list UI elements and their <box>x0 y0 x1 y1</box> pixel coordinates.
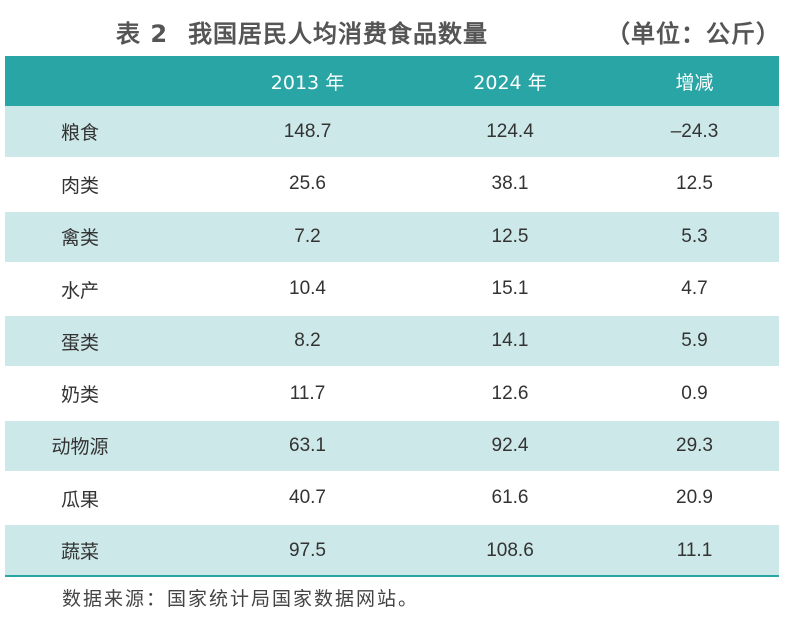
header-2013: 2013 年 <box>270 71 345 94</box>
header-category <box>5 56 205 106</box>
row-value-2024: 14.1 <box>491 330 529 352</box>
table-row: 奶类 11.7 12.6 0.9 <box>5 367 779 420</box>
table-header-row: 2013 年 2024 年 增减 <box>5 56 779 106</box>
table-row: 水产 10.4 15.1 4.7 <box>5 262 779 316</box>
row-value-2013: 97.5 <box>289 539 326 561</box>
table-row: 蛋类 8.2 14.1 5.9 <box>5 315 779 368</box>
row-value-2024: 108.6 <box>486 539 534 561</box>
consumption-table: 2013 年 2024 年 增减 粮食 148.7 124.4 –24.3 肉类 25.6… <box>5 56 779 578</box>
row-category: 肉类 <box>60 174 99 197</box>
row-value-2013: 8.2 <box>294 330 321 352</box>
table-row: 蔬菜 97.5 108.6 11.1 <box>5 524 779 577</box>
header-2024: 2024 年 <box>473 71 547 94</box>
row-value-2013: 7.2 <box>294 225 321 247</box>
row-value-change: 12.5 <box>676 173 713 195</box>
row-value-2024: 12.6 <box>491 382 529 404</box>
row-value-change: 5.3 <box>681 225 708 247</box>
table-title-text: 我国居民人均消费食品数量 <box>188 20 489 48</box>
table-unit: （单位：公斤） <box>606 20 781 48</box>
row-value-2013: 148.7 <box>283 120 332 142</box>
row-value-2013: 63.1 <box>289 434 326 456</box>
row-value-change: 20.9 <box>676 487 713 509</box>
row-value-change: –24.3 <box>670 120 719 142</box>
row-category: 禽类 <box>60 227 99 250</box>
table-title: 表 2 我国居民人均消费食品数量 <box>116 14 488 49</box>
row-category: 动物源 <box>51 436 109 459</box>
row-value-2024: 38.1 <box>491 173 529 195</box>
row-value-2024: 61.6 <box>491 487 529 509</box>
data-source-note: 数据来源：国家统计局国家数据网站。 <box>62 588 420 610</box>
row-value-2024: 92.4 <box>491 434 529 456</box>
row-value-2024: 124.4 <box>486 120 534 142</box>
table-row: 瓜果 40.7 61.6 20.9 <box>5 472 779 525</box>
header-change: 增减 <box>675 71 714 94</box>
row-value-change: 0.9 <box>681 382 708 404</box>
table-number: 表 2 <box>116 20 169 48</box>
row-value-2013: 11.7 <box>289 382 326 404</box>
table-row: 动物源 63.1 92.4 29.3 <box>5 419 779 473</box>
table-body: 粮食 148.7 124.4 –24.3 肉类 25.6 38.1 12.5 禽类 7.2 12.5… <box>5 106 779 577</box>
row-category: 水产 <box>60 279 99 302</box>
row-value-2013: 25.6 <box>289 173 326 195</box>
row-value-change: 11.1 <box>676 539 713 561</box>
row-value-2013: 40.7 <box>289 487 326 509</box>
row-category: 蛋类 <box>60 331 99 354</box>
table-bottom-rule <box>5 575 779 577</box>
row-value-change: 5.9 <box>681 330 708 352</box>
row-category: 瓜果 <box>60 488 99 511</box>
row-category: 蔬菜 <box>60 541 99 564</box>
table-row: 肉类 25.6 38.1 12.5 <box>5 158 779 211</box>
row-value-2024: 15.1 <box>491 278 529 300</box>
data-table-container: 2013 年 2024 年 增减 粮食 148.7 124.4 –24.3 肉类 25.6… <box>5 56 779 578</box>
table-row: 禽类 7.2 12.5 5.3 <box>5 210 779 263</box>
row-value-2024: 12.5 <box>491 225 529 247</box>
row-value-change: 29.3 <box>676 434 713 456</box>
row-value-change: 4.7 <box>681 278 708 300</box>
table-caption: 表 2 我国居民人均消费食品数量 （单位：公斤） <box>0 0 789 56</box>
row-category: 粮食 <box>60 122 99 145</box>
row-value-2013: 10.4 <box>289 278 326 300</box>
table-row: 粮食 148.7 124.4 –24.3 <box>5 106 779 159</box>
row-category: 奶类 <box>60 384 99 407</box>
